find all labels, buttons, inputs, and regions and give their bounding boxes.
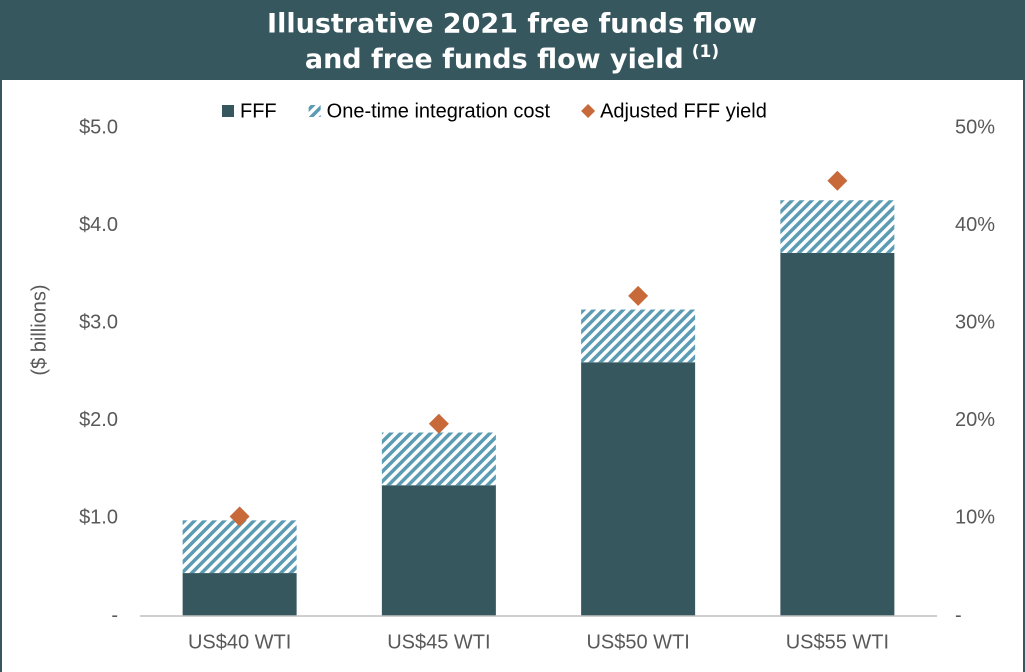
title-note: (1) <box>692 42 719 62</box>
legend-label: FFF <box>240 100 277 122</box>
yield-marker <box>428 413 449 434</box>
y-tick-label: $4.0 <box>79 214 118 236</box>
y-tick-label: $1.0 <box>79 507 118 529</box>
y2-tick-label: 40% <box>955 214 995 236</box>
fff-bar <box>581 362 696 616</box>
y2-tick-label: 10% <box>955 507 995 529</box>
integration-bar <box>182 520 297 574</box>
yield-marker <box>827 170 848 191</box>
title-band <box>0 0 1025 80</box>
yield-marker <box>229 506 250 527</box>
y2-tick-label: 20% <box>955 409 995 431</box>
chart-title: and free funds flow yield (1) <box>305 42 719 75</box>
legend-swatch <box>581 104 596 118</box>
legend-label: Adjusted FFF yield <box>600 100 767 122</box>
frame-left <box>0 80 2 672</box>
integration-bar <box>780 200 895 253</box>
chart-title: and free funds flow yield <box>305 44 684 75</box>
frame-right <box>1023 80 1025 672</box>
fff-bar <box>182 573 297 616</box>
y-tick-label: $5.0 <box>79 116 118 138</box>
yield-marker <box>628 285 649 306</box>
y-tick-label: $3.0 <box>79 311 118 333</box>
y2-tick-label: 30% <box>955 311 995 333</box>
y-tick-label: $2.0 <box>79 409 118 431</box>
y2-tick-label: - <box>955 604 962 626</box>
y-tick-label: - <box>111 604 118 626</box>
fff-bar <box>381 485 496 616</box>
legend-swatch <box>222 105 234 117</box>
integration-bar <box>581 309 696 363</box>
y2-tick-label: 50% <box>955 116 995 138</box>
x-tick-label: US$40 WTI <box>188 631 291 653</box>
chart-title: Illustrative 2021 free funds flow <box>267 9 757 40</box>
x-tick-label: US$55 WTI <box>786 631 889 653</box>
legend-swatch <box>308 105 321 117</box>
integration-bar <box>381 432 496 486</box>
legend-label: One-time integration cost <box>327 100 551 122</box>
y-axis-label: ($ billions) <box>28 284 50 375</box>
x-tick-label: US$50 WTI <box>586 631 689 653</box>
x-tick-label: US$45 WTI <box>387 631 490 653</box>
fff-bar <box>780 252 895 617</box>
